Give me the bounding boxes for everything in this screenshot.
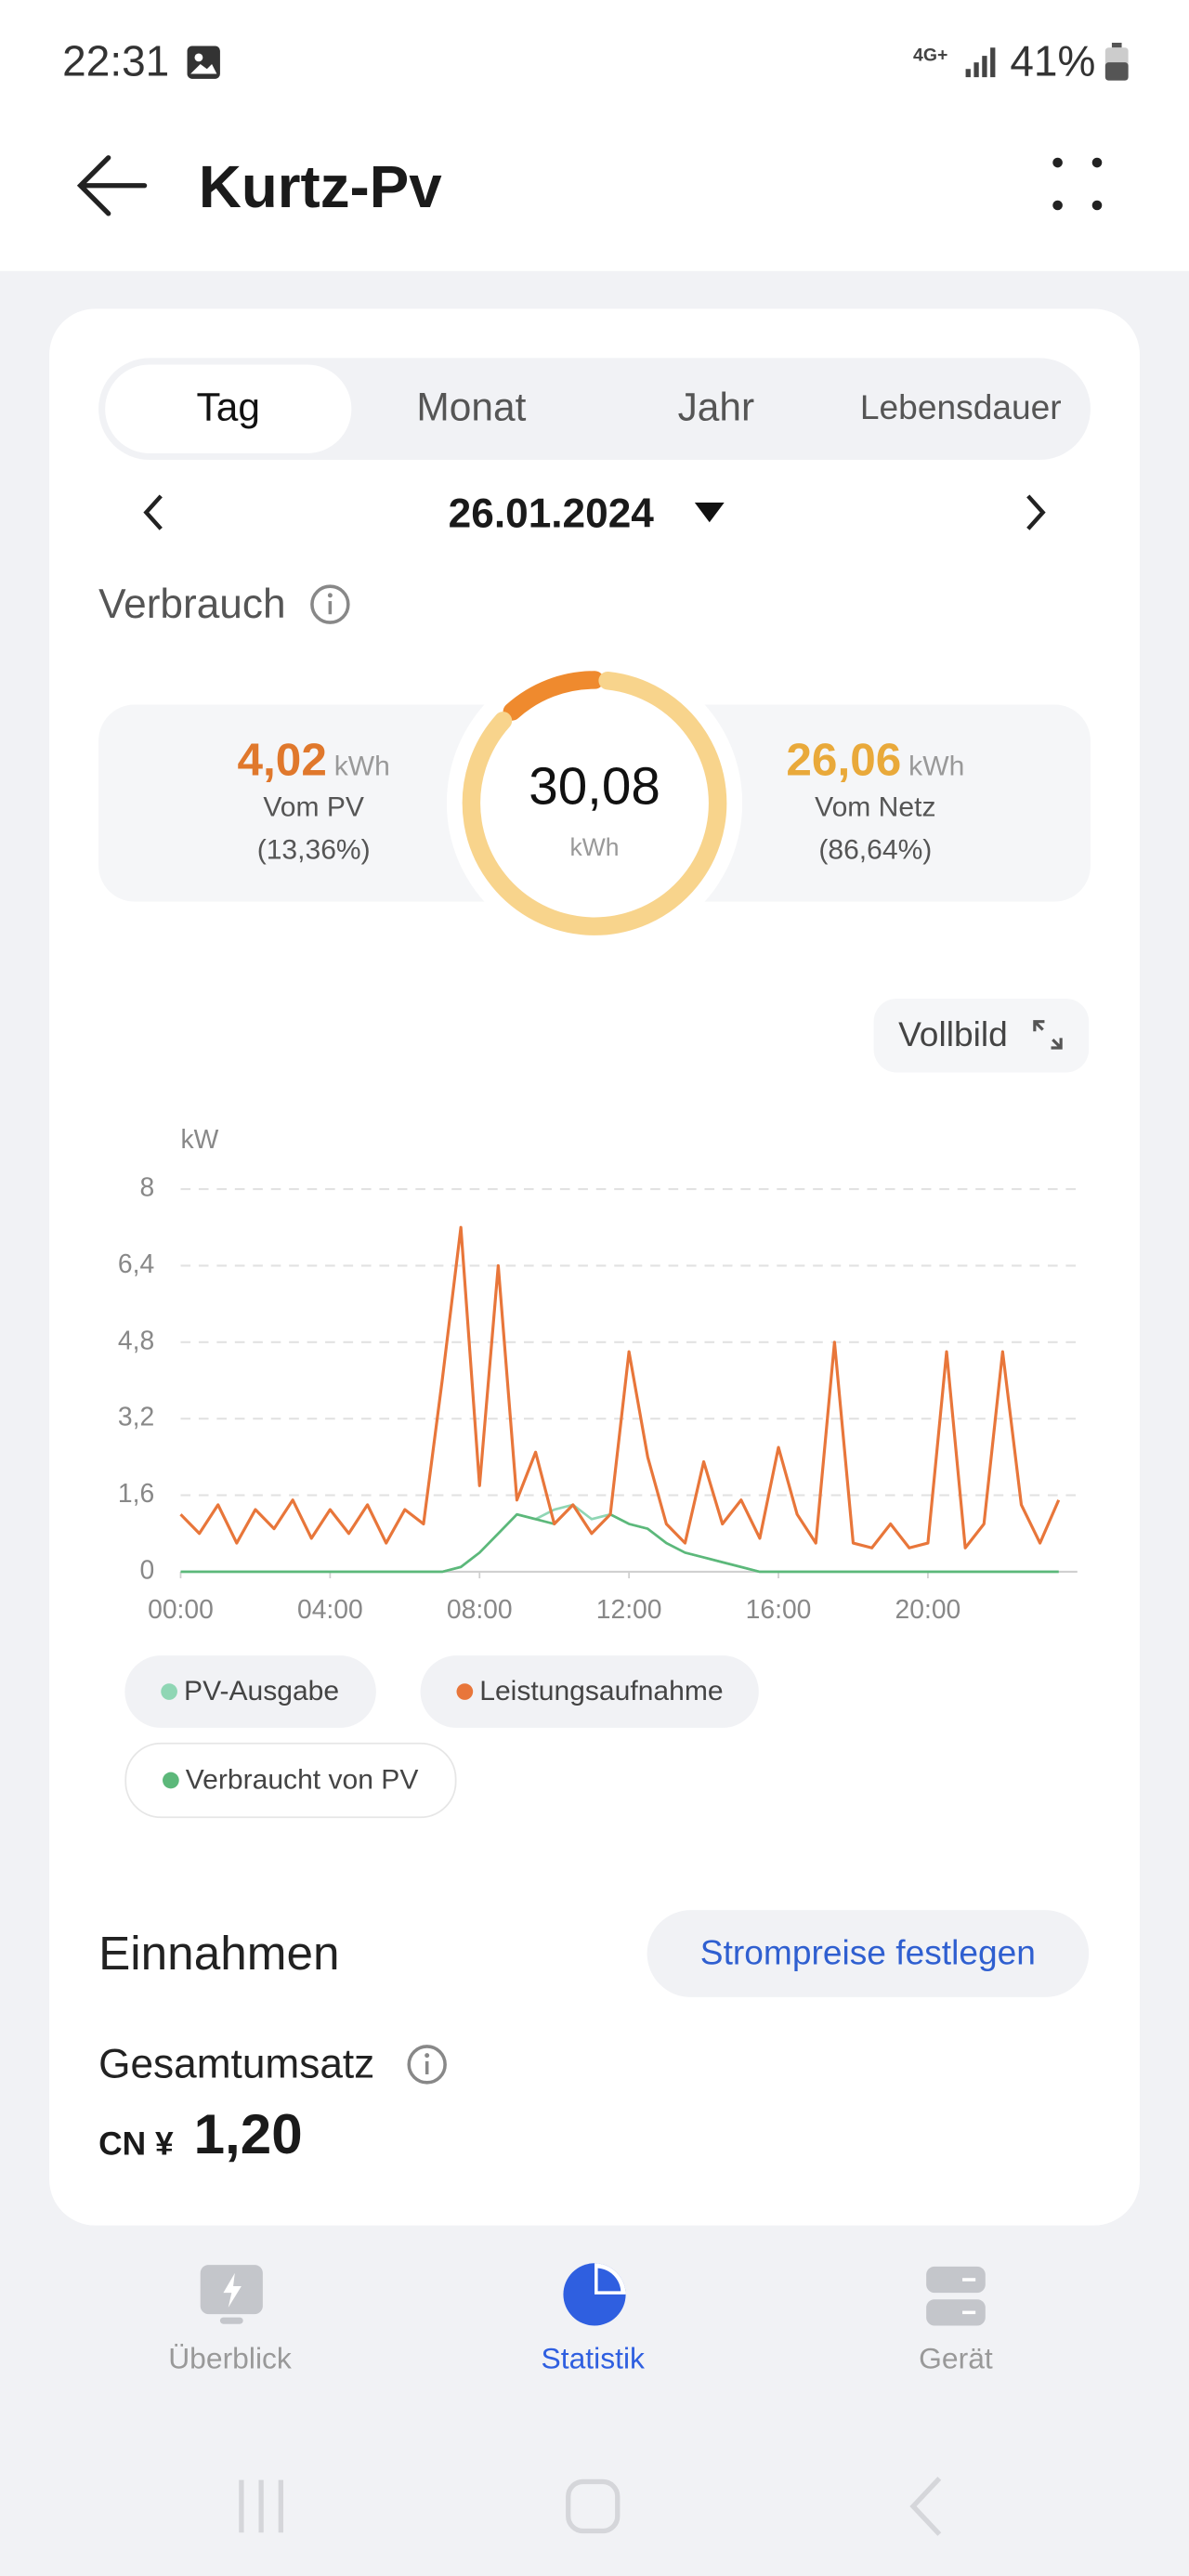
legend-item[interactable]: PV-Ausgabe xyxy=(124,1655,376,1728)
legend-dot xyxy=(161,1683,177,1700)
more-button[interactable] xyxy=(1044,151,1110,217)
legend-item[interactable]: Leistungsaufnahme xyxy=(420,1655,760,1728)
revenue-title: Einnahmen xyxy=(98,1928,340,1981)
section-title: Verbrauch xyxy=(98,581,286,628)
info-icon[interactable] xyxy=(308,583,351,626)
statistics-icon[interactable] xyxy=(560,2260,629,2329)
y-tick-label: 0 xyxy=(139,1554,154,1584)
x-tick-label: 04:00 xyxy=(297,1594,363,1624)
legend-label: Verbraucht von PV xyxy=(185,1763,419,1796)
tab[interactable]: Lebensdauer xyxy=(859,389,1062,427)
next-date[interactable] xyxy=(1018,490,1051,536)
overview-icon[interactable] xyxy=(197,2262,266,2328)
tab[interactable]: Jahr xyxy=(677,386,755,431)
y-tick-label: 6,4 xyxy=(118,1249,154,1278)
legend-item[interactable]: Verbraucht von PV xyxy=(124,1742,457,1819)
pv-label: Vom PV xyxy=(263,791,364,823)
pv-value: 4,02 xyxy=(237,734,327,786)
date-dropdown[interactable] xyxy=(691,499,727,525)
y-axis-label: kW xyxy=(180,1124,218,1154)
info-icon[interactable] xyxy=(406,2043,449,2086)
donut-chart: 30,08 kWh xyxy=(446,655,743,951)
legend-label: PV-Ausgabe xyxy=(184,1675,340,1706)
fullscreen-label: Vollbild xyxy=(898,1016,1008,1055)
nav-label[interactable]: Statistik xyxy=(541,2342,645,2375)
pv-share: (13,36%) xyxy=(256,834,371,866)
donut-segment xyxy=(503,671,604,721)
fullscreen-button[interactable]: Vollbild xyxy=(873,998,1090,1073)
legend-dot xyxy=(456,1683,474,1700)
expand-icon xyxy=(1033,1020,1063,1050)
signal-icon xyxy=(965,47,996,78)
y-tick-label: 1,6 xyxy=(118,1478,154,1508)
prev-date[interactable] xyxy=(138,490,171,536)
header-bar xyxy=(0,0,1189,271)
y-tick-label: 3,2 xyxy=(118,1402,154,1432)
system-nav xyxy=(239,2477,942,2536)
tab[interactable]: Monat xyxy=(416,386,527,431)
unit: kWh xyxy=(333,750,390,782)
series-line xyxy=(180,1503,1059,1574)
nav-label[interactable]: Gerät xyxy=(919,2342,993,2375)
tab[interactable]: Tag xyxy=(105,364,352,453)
x-tick-label: 20:00 xyxy=(895,1594,961,1624)
gallery-icon xyxy=(187,46,220,79)
grid-share: (86,64%) xyxy=(818,834,933,866)
nav-label[interactable]: Überblick xyxy=(168,2342,292,2375)
stats-card xyxy=(49,308,1140,2226)
battery-level: 41% xyxy=(1010,35,1096,85)
total-revenue-title: Gesamtumsatz xyxy=(98,2041,375,2088)
period-tabs: Tag Monat Jahr Lebensdauer xyxy=(98,358,1091,461)
revenue-amount: 1,20 xyxy=(193,2103,303,2166)
grid-label: Vom Netz xyxy=(815,791,936,823)
legend-label: Leistungsaufnahme xyxy=(479,1675,724,1706)
battery-icon xyxy=(1104,42,1129,81)
set-price-button[interactable]: Strompreise festlegen xyxy=(647,1910,1090,1997)
currency: CN ¥ xyxy=(98,2126,174,2164)
grid-value: 26,06 xyxy=(786,734,902,786)
y-tick-label: 4,8 xyxy=(118,1325,154,1354)
donut-segment xyxy=(462,671,727,935)
network: 4G+ xyxy=(913,46,948,66)
donut-total: 30,08 xyxy=(529,756,660,815)
donut-unit: kWh xyxy=(569,833,619,861)
back-button[interactable] xyxy=(72,151,151,220)
power-chart: kW 0 1,6 3,2 4,8 6,4 8 00:00 04:00 08:00 12:00 16:… xyxy=(118,1124,1078,1624)
unit: kWh xyxy=(908,750,965,782)
x-tick-label: 12:00 xyxy=(596,1594,662,1624)
x-tick-label: 00:00 xyxy=(148,1594,214,1624)
x-tick-label: 08:00 xyxy=(447,1594,513,1624)
clock: 22:31 xyxy=(62,35,170,85)
date[interactable]: 26.01.2024 xyxy=(448,490,654,538)
page-title: Kurtz-Pv xyxy=(198,152,442,220)
x-tick-label: 16:00 xyxy=(746,1594,812,1624)
legend-dot xyxy=(163,1772,179,1789)
device-icon[interactable] xyxy=(923,2265,989,2327)
series-line xyxy=(179,1225,1061,1550)
donut-backing xyxy=(446,655,743,951)
y-tick-label: 8 xyxy=(139,1172,154,1202)
